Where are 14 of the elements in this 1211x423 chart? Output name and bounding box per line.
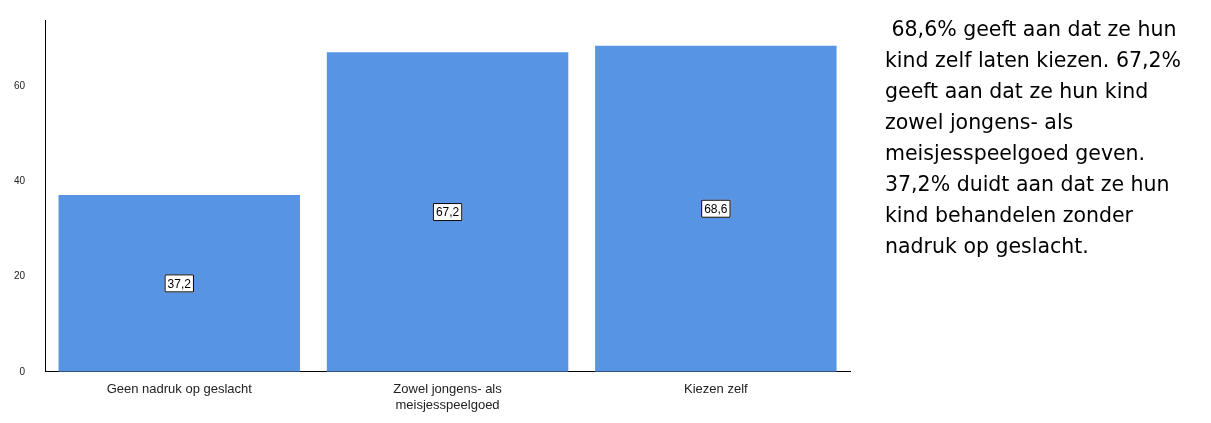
y-tick-label: 40 <box>14 175 26 187</box>
y-tick-label: 0 <box>19 365 26 377</box>
data-label: 67,2 <box>435 205 460 220</box>
text: 68,6% geeft aan dat ze hun kind zelf laten kiezen. 67,2% geeft aan dat ze hun kind zowel jongens- als meisjesspeelgoed geven. 37,2% duidt aan dat ze hun kind behandelen zonder nadruk op geslacht. <box>885 16 1182 260</box>
data-label: 68,6 <box>704 202 728 217</box>
bar <box>326 52 569 372</box>
bar <box>58 194 300 372</box>
x-tick-label: Kiezen zelf <box>684 381 749 397</box>
bar <box>595 45 837 372</box>
data-label: 37,2 <box>167 276 192 291</box>
y-tick-label: 60 <box>14 80 26 92</box>
y-tick-label: 20 <box>14 270 26 282</box>
x-tick-label: Geen nadruk op geslacht <box>106 381 253 397</box>
x-tick-label: Zowel jongens- als meisjesspeelgoed <box>393 381 503 412</box>
